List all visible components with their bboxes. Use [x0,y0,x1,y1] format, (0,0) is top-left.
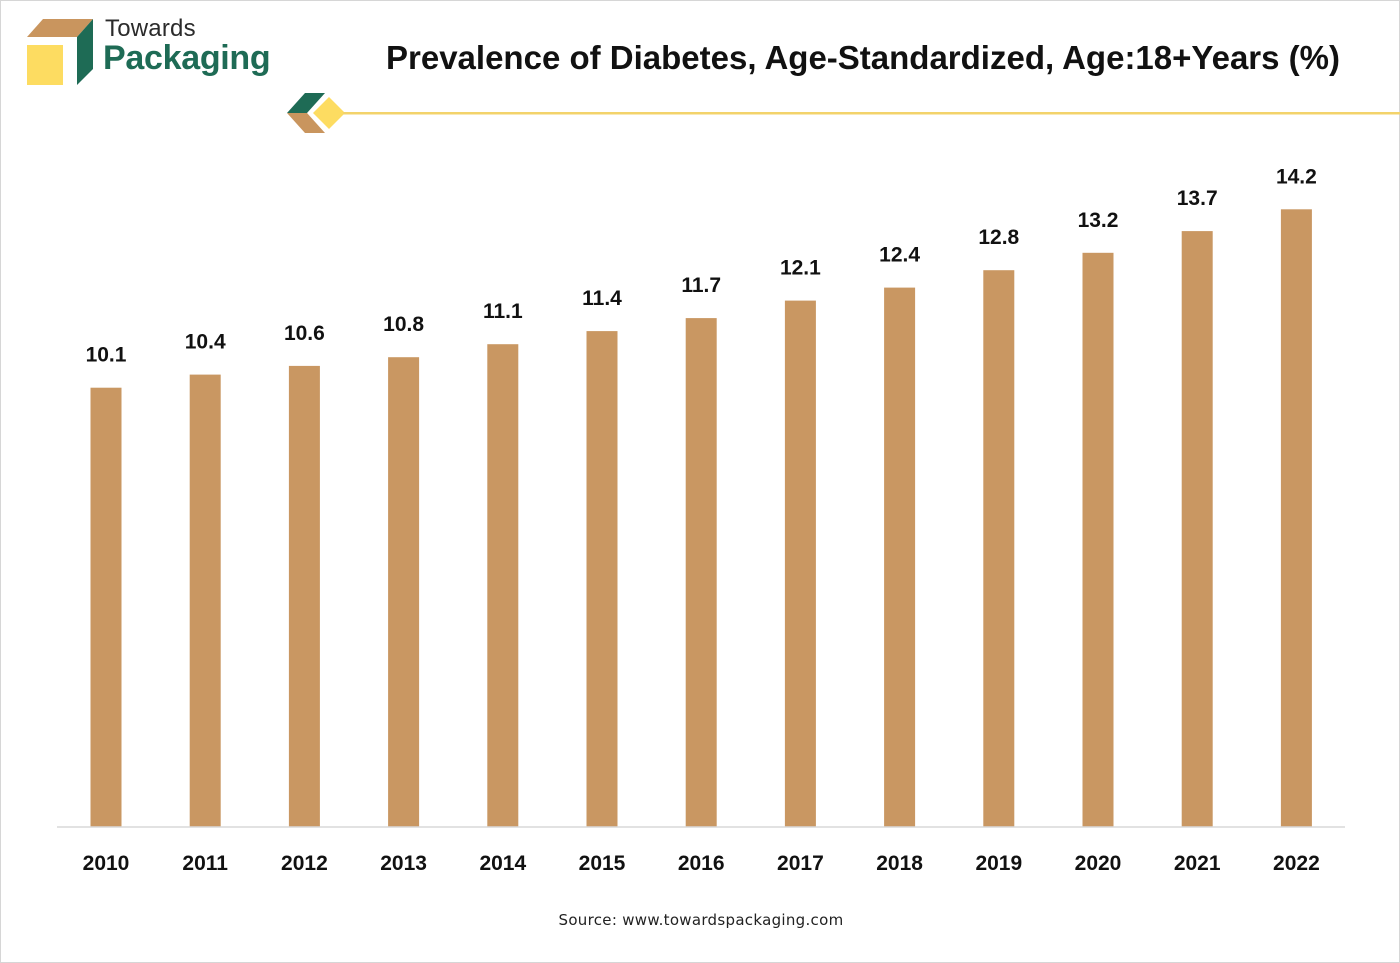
brand-name-line1: Towards [105,15,196,42]
data-label-2012: 10.6 [284,322,325,345]
data-label-2021: 13.7 [1177,187,1218,210]
bar-2016 [685,318,717,827]
x-tick-label-2021: 2021 [1174,852,1221,875]
source-note: Source: www.towardspackaging.com [558,911,844,929]
x-tick-label-2016: 2016 [678,852,725,875]
chart-title: Prevalence of Diabetes, Age-Standardized… [386,39,1340,76]
x-tick-label-2014: 2014 [479,852,526,875]
x-tick-label-2022: 2022 [1273,852,1320,875]
bar-2011 [189,374,221,827]
bar-2017 [784,300,816,828]
bar-2021 [1181,231,1213,828]
data-label-2022: 14.2 [1276,165,1317,188]
data-label-2018: 12.4 [879,244,920,267]
x-tick-label-2017: 2017 [777,852,824,875]
x-tick-label-2015: 2015 [579,852,626,875]
bar-2014 [487,344,519,827]
data-label-2013: 10.8 [383,313,424,336]
bar-chart: 10.1 10.4 10.6 10.8 11.1 11.4 11.7 12.1 12.4 12.8… [57,165,1345,875]
bar-2013 [388,357,420,827]
data-label-2010: 10.1 [86,344,127,367]
x-tick-label-2010: 2010 [83,852,130,875]
box-logo-icon [27,19,93,85]
data-label-2015: 11.4 [582,287,622,310]
x-tick-label-2011: 2011 [182,852,228,875]
data-label-2014: 11.1 [483,300,523,323]
data-label-2019: 12.8 [978,226,1019,249]
x-tick-label-2018: 2018 [876,852,923,875]
title-underline-decoration [287,93,1400,133]
brand-name-line2: Packaging [103,39,271,77]
bar-2018 [884,287,916,828]
data-label-2016: 11.7 [681,274,721,297]
bar-2012 [288,365,320,827]
x-tick-label-2013: 2013 [380,852,427,875]
bar-2019 [983,270,1015,827]
bar-2015 [586,331,618,827]
bar-2010 [90,387,122,827]
bar-2020 [1082,252,1114,828]
brand-logo: Towards Packaging [23,15,283,91]
data-label-2020: 13.2 [1078,209,1119,232]
x-tick-label-2020: 2020 [1075,852,1122,875]
data-label-2017: 12.1 [780,257,821,280]
x-tick-label-2012: 2012 [281,852,328,875]
bar-2022 [1280,209,1312,828]
x-tick-label-2019: 2019 [975,852,1022,875]
data-label-2011: 10.4 [185,331,226,354]
